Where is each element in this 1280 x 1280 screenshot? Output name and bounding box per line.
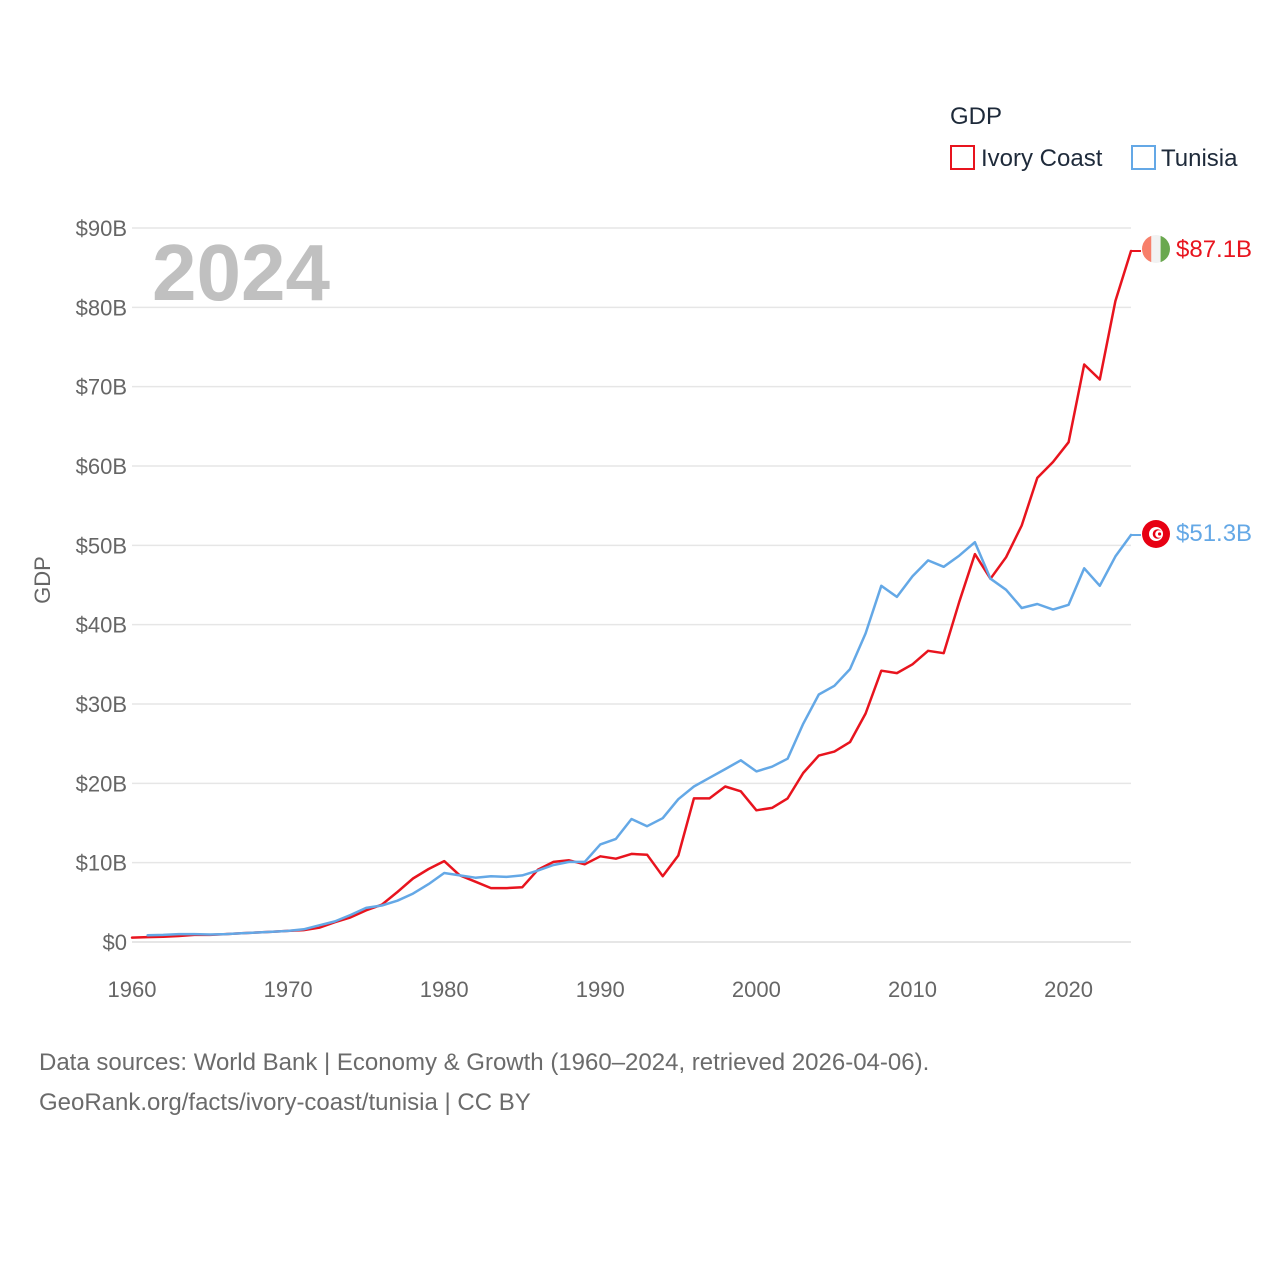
- series-lines: [130, 249, 1141, 939]
- footer-credit[interactable]: GeoRank.org/facts/ivory-coast/tunisia | …: [39, 1089, 531, 1116]
- y-tick-label: $80B: [76, 295, 127, 320]
- legend-label-tunisia: Tunisia: [1161, 145, 1238, 172]
- x-tick-label: 1960: [108, 977, 157, 1002]
- grid-lines: [132, 227, 1131, 943]
- footer: Data sources: World Bank | Economy & Gro…: [39, 1043, 929, 1123]
- x-axis-ticks: 1960 1970 1980 1990 2000 2010 2020: [108, 977, 1094, 1002]
- x-tick-label: 2010: [888, 977, 937, 1002]
- y-tick-label: $10B: [76, 851, 127, 876]
- legend-item-ivory-coast[interactable]: Ivory Coast: [950, 145, 1103, 172]
- series-line-tunisia: [146, 533, 1133, 937]
- legend-swatch-ivory-coast: [950, 145, 975, 170]
- x-tick-label: 1990: [576, 977, 625, 1002]
- y-tick-label: $90B: [76, 216, 127, 241]
- y-tick-label: $70B: [76, 375, 127, 400]
- end-label-ivory-coast: $87.1B: [1176, 236, 1252, 263]
- legend-title: GDP: [950, 103, 1002, 130]
- footer-sources: Data sources: World Bank | Economy & Gro…: [39, 1049, 930, 1076]
- x-tick-label: 1970: [264, 977, 313, 1002]
- series-line-ivory-coast: [130, 249, 1133, 939]
- y-tick-label: $50B: [76, 533, 127, 558]
- x-tick-label: 2000: [732, 977, 781, 1002]
- legend-item-tunisia[interactable]: Tunisia: [1131, 145, 1238, 172]
- x-tick-label: 1980: [420, 977, 469, 1002]
- x-tick-label: 2020: [1044, 977, 1093, 1002]
- ivory-coast-flag-icon: [1142, 235, 1170, 263]
- legend-swatch-tunisia: [1131, 145, 1156, 170]
- y-tick-label: $60B: [76, 454, 127, 479]
- legend-label-ivory-coast: Ivory Coast: [981, 145, 1103, 172]
- tunisia-flag-icon: [1142, 520, 1170, 548]
- y-axis-ticks: $0 $10B $20B $30B $40B $50B $60B $70B $80B $90B: [76, 216, 127, 955]
- y-axis-label: GDP: [30, 556, 55, 604]
- year-overlay: 2024: [152, 228, 330, 317]
- y-tick-label: $0: [103, 930, 127, 955]
- end-label-tunisia: $51.3B: [1176, 520, 1252, 547]
- y-tick-label: $20B: [76, 771, 127, 796]
- y-tick-label: $30B: [76, 692, 127, 717]
- gdp-line-chart: $0 $10B $20B $30B $40B $50B $60B $70B $80B $90B 1…: [30, 103, 1252, 1002]
- legend: GDP Ivory Coast Tunisia: [950, 103, 1238, 172]
- y-tick-label: $40B: [76, 613, 127, 638]
